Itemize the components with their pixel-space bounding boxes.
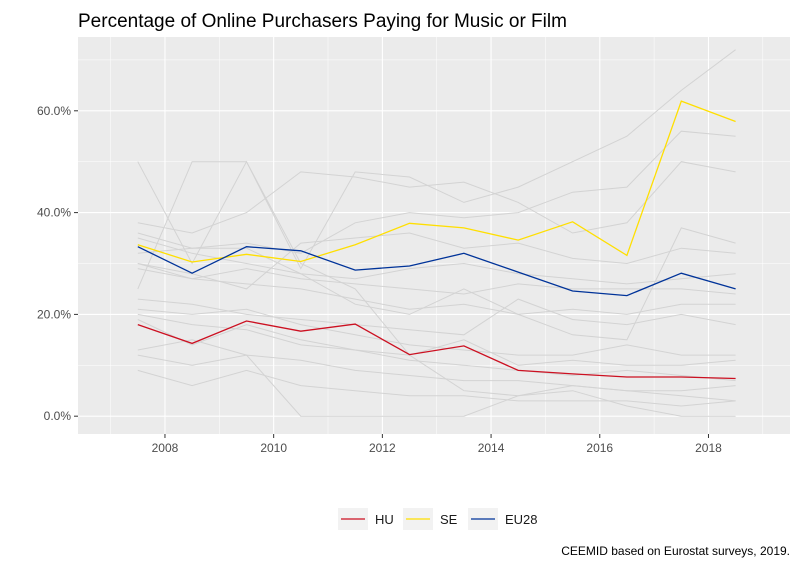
background-series-line	[137, 354, 736, 392]
background-series-line	[137, 130, 736, 254]
legend-label-se: SE	[440, 512, 458, 527]
background-series-line	[137, 49, 736, 270]
y-tick-label: 60.0%	[37, 104, 71, 118]
background-series-line	[137, 268, 736, 295]
plot-panel	[78, 37, 790, 434]
axes: 0.0% 20.0% 40.0% 60.0% 2008 2010 2012 2014 2016 2…	[37, 104, 722, 455]
x-tick-label: 2008	[152, 441, 179, 455]
y-tick-label: 20.0%	[37, 307, 71, 321]
background-series-line	[137, 313, 736, 366]
background-series-line	[137, 263, 736, 315]
background-country-lines	[137, 49, 736, 417]
background-series-line	[137, 298, 736, 336]
legend: HU SE EU28	[338, 508, 538, 530]
x-tick-label: 2010	[260, 441, 287, 455]
x-tick-label: 2012	[369, 441, 396, 455]
series-line-se	[137, 100, 736, 263]
legend-label-hu: HU	[375, 512, 394, 527]
chart-caption: CEEMID based on Eurostat surveys, 2019.	[561, 544, 790, 558]
background-series-line	[137, 227, 736, 341]
background-series-line	[137, 161, 736, 402]
y-tick-label: 0.0%	[44, 409, 72, 423]
y-tick-label: 40.0%	[37, 206, 71, 220]
background-series-line	[137, 161, 736, 234]
background-series-line	[137, 339, 736, 417]
background-series-line	[137, 319, 736, 382]
legend-label-eu28: EU28	[505, 512, 538, 527]
background-series-line	[137, 369, 736, 407]
highlighted-series	[137, 100, 736, 380]
chart-title: Percentage of Online Purchasers Paying f…	[78, 11, 567, 32]
x-tick-label: 2018	[695, 441, 722, 455]
x-tick-label: 2016	[586, 441, 613, 455]
x-tick-label: 2014	[478, 441, 505, 455]
background-series-line	[137, 247, 736, 285]
series-line-hu	[137, 320, 736, 380]
series-line-eu28	[137, 246, 736, 297]
background-series-line	[137, 232, 736, 290]
